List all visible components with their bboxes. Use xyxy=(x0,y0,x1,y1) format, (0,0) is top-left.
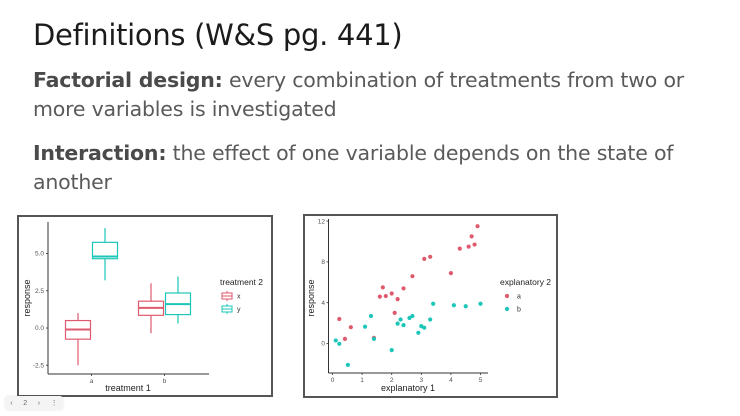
data-point xyxy=(389,348,394,353)
legend-key-y xyxy=(221,304,233,314)
data-point xyxy=(395,321,400,326)
legend-label: x xyxy=(237,294,241,301)
chevron-right-icon[interactable]: › xyxy=(37,399,41,407)
data-point xyxy=(333,338,338,343)
x-axis-title: explanatory 1 xyxy=(381,383,435,393)
definition-text: the effect of one variable depends on th… xyxy=(33,141,674,194)
y-tick-label: 8 xyxy=(321,259,325,266)
box-x-a xyxy=(64,313,92,366)
y-axis-title: response xyxy=(22,279,32,316)
data-point xyxy=(478,301,483,306)
x-tick-label: 5 xyxy=(479,377,483,384)
box-y-b xyxy=(164,276,192,324)
series-b-points xyxy=(333,301,483,368)
definition-factorial-design: Factorial design: every combination of t… xyxy=(33,66,723,124)
data-point xyxy=(410,274,415,279)
x-tick-label: 2 xyxy=(390,377,394,384)
data-point xyxy=(401,286,406,291)
data-point xyxy=(428,254,433,259)
data-point xyxy=(401,323,406,328)
y-tick-label: 4 xyxy=(321,300,325,307)
slide-title: Definitions (W&S pg. 441) xyxy=(33,18,403,52)
y-tick-label: 12 xyxy=(318,218,326,225)
data-point xyxy=(428,317,433,322)
data-point xyxy=(345,362,350,368)
scatter-legend: explanatory 2 ab xyxy=(500,277,551,314)
x-tick-label: 4 xyxy=(449,377,453,384)
data-point xyxy=(407,315,412,321)
data-point xyxy=(469,234,474,239)
box-y-a xyxy=(91,228,119,281)
legend-label: a xyxy=(517,294,521,301)
x-tick-label: 0 xyxy=(331,377,335,384)
y-tick-label: 0.0 xyxy=(35,325,44,332)
x-tick-label: 1 xyxy=(360,377,364,384)
scatterplot-frame xyxy=(303,214,558,398)
data-point xyxy=(377,294,382,299)
data-point xyxy=(398,317,403,322)
data-point xyxy=(348,325,353,330)
y-tick-label: 5.0 xyxy=(35,251,44,258)
data-point xyxy=(416,330,421,335)
y-tick-label: -2.5 xyxy=(33,362,45,369)
legend-title: explanatory 2 xyxy=(500,277,551,287)
y-tick-label: 2.5 xyxy=(35,288,44,295)
legend-label: b xyxy=(517,307,521,314)
data-point xyxy=(448,271,453,276)
data-point xyxy=(472,242,477,247)
data-point xyxy=(410,313,415,319)
data-point xyxy=(392,310,397,315)
more-options-icon[interactable]: ⋮ xyxy=(50,400,58,407)
legend-key-b xyxy=(504,306,510,312)
legend-key-a xyxy=(504,293,510,299)
x-axis-title: treatment 1 xyxy=(105,383,151,393)
legend-title: treatment 2 xyxy=(220,277,263,287)
boxplot-legend: treatment 2 xy xyxy=(220,277,263,314)
x-tick-label: a xyxy=(90,378,94,385)
data-point xyxy=(431,301,436,306)
data-point xyxy=(395,297,400,302)
data-point xyxy=(457,246,462,251)
data-point xyxy=(451,303,456,308)
legend-label: y xyxy=(237,307,241,314)
data-point xyxy=(389,291,394,296)
data-point xyxy=(337,341,342,346)
series-a-points xyxy=(337,224,480,342)
y-axis-title: response xyxy=(306,279,316,316)
data-point xyxy=(383,293,388,299)
data-point xyxy=(368,313,374,319)
data-point xyxy=(362,324,368,329)
y-tick-label: 0 xyxy=(321,341,325,348)
data-point xyxy=(337,316,342,322)
data-point xyxy=(380,285,385,290)
page-number: 2 xyxy=(23,399,28,407)
data-point xyxy=(463,304,468,309)
x-tick-label: 3 xyxy=(419,377,423,384)
box-x-b xyxy=(137,283,165,334)
definition-term: Factorial design: xyxy=(33,68,223,92)
slide-navigation: ‹ 2 › ⋮ xyxy=(5,396,63,410)
definition-text: every combination of treatments from two… xyxy=(33,68,685,121)
data-point xyxy=(422,325,427,330)
data-point xyxy=(466,244,471,249)
chevron-left-icon[interactable]: ‹ xyxy=(10,399,13,407)
data-point xyxy=(371,336,377,342)
data-point xyxy=(422,256,427,261)
definition-term: Interaction: xyxy=(33,141,167,165)
data-point xyxy=(475,224,480,229)
x-tick-label: b xyxy=(163,378,167,385)
legend-key-x xyxy=(221,291,233,301)
definition-interaction: Interaction: the effect of one variable … xyxy=(33,139,723,197)
data-point xyxy=(342,336,348,342)
